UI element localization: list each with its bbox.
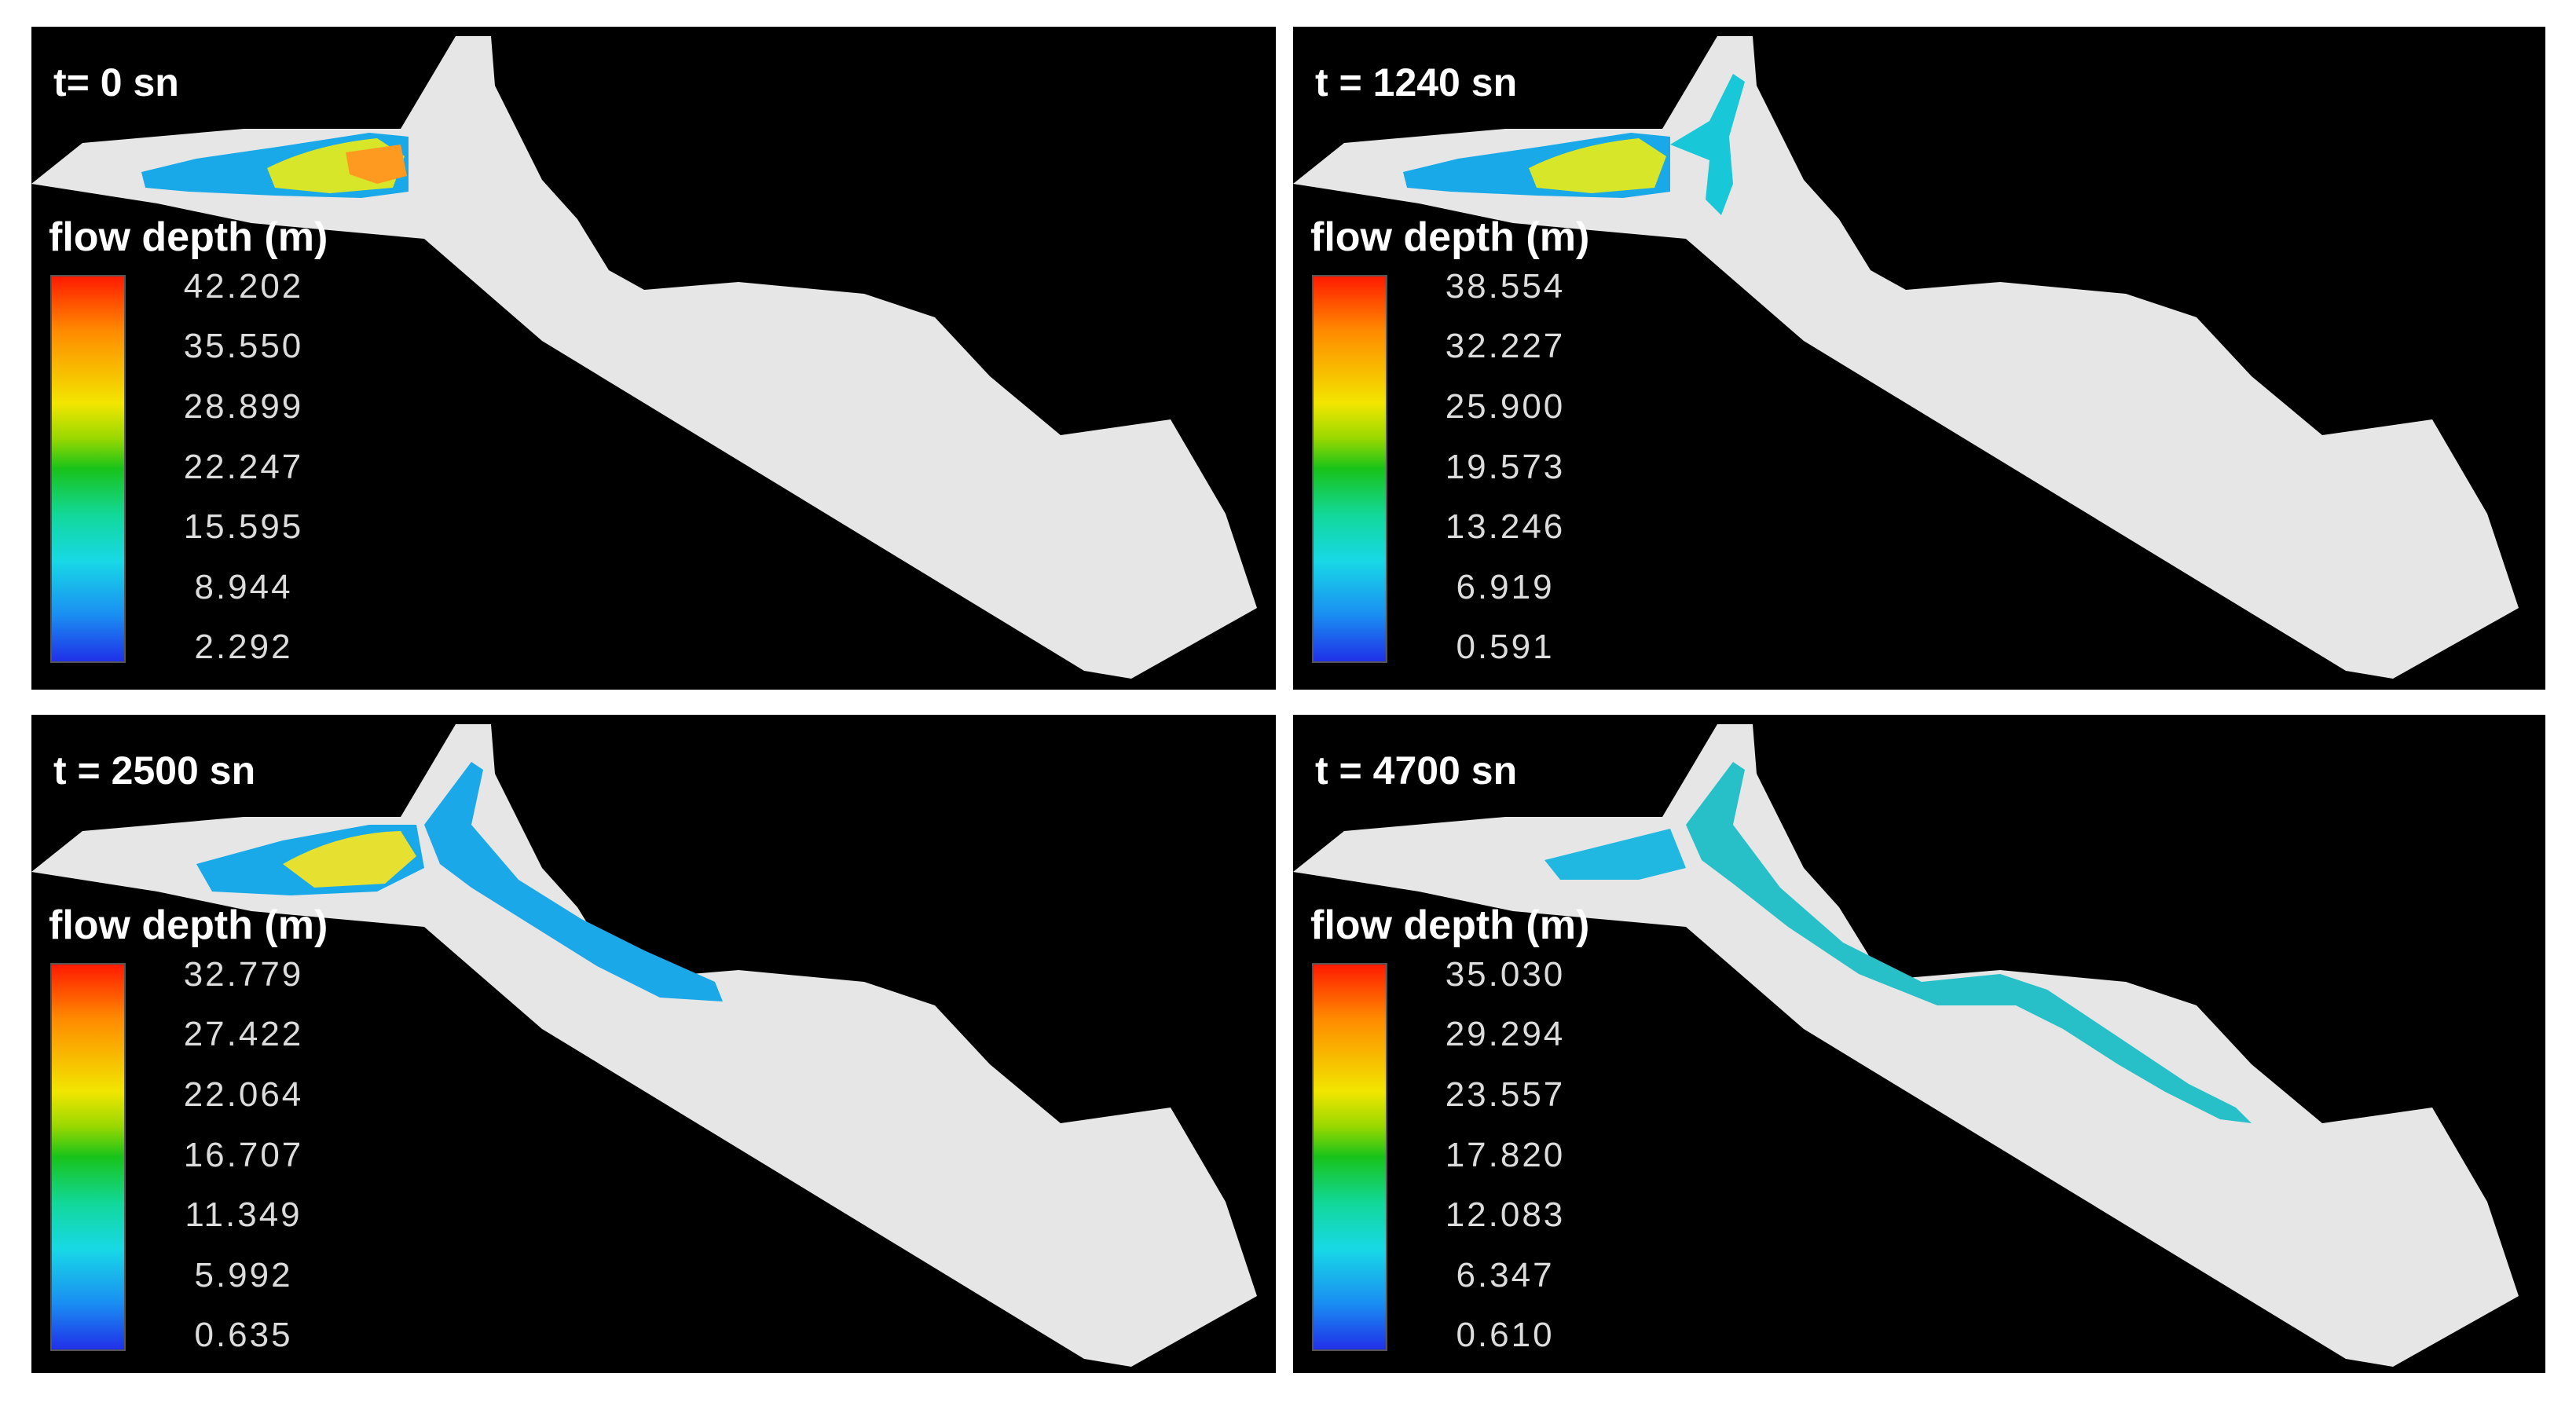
time-label: t = 1240 sn (1315, 60, 1518, 104)
tick-label: 25.900 (1445, 386, 1566, 426)
tick-label: 35.030 (1445, 954, 1566, 994)
flow-channel (1670, 74, 1745, 215)
tick-label: 13.246 (1445, 507, 1566, 547)
tick-label: 32.227 (1445, 327, 1566, 366)
simulation-panel-t2500: t = 2500 sn flow depth (m) 32.779 27.422… (31, 715, 1276, 1373)
tick-label: 8.944 (194, 567, 293, 606)
tick-label: 0.610 (1456, 1316, 1555, 1355)
colorbar-ticks: 35.030 29.294 23.557 17.820 12.083 6.347… (1411, 955, 1599, 1354)
terrain-domain (1293, 724, 2519, 1367)
legend-title: flow depth (m) (1310, 903, 1590, 948)
time-label: t= 0 sn (53, 60, 179, 104)
tick-label: 22.247 (183, 447, 304, 486)
tick-label: 32.779 (183, 954, 304, 994)
tick-label: 6.919 (1456, 567, 1555, 606)
flow-extent (1545, 829, 1686, 880)
tick-label: 19.573 (1445, 447, 1566, 486)
terrain-map (1293, 724, 2519, 1367)
terrain-map (31, 724, 1257, 1367)
simulation-panel-t1240: t = 1240 sn flow depth (m) 38.554 32.227… (1293, 27, 2545, 690)
colorbar-ticks: 38.554 32.227 25.900 19.573 13.246 6.919… (1411, 267, 1599, 666)
flow-deepest-core (346, 145, 407, 184)
legend-title: flow depth (m) (1310, 214, 1590, 260)
simulation-panel-t4700: t = 4700 sn flow depth (m) 35.030 29.294… (1293, 715, 2545, 1373)
tick-label: 38.554 (1445, 266, 1566, 306)
tick-label: 27.422 (183, 1015, 304, 1054)
colorbar (1312, 275, 1387, 663)
tick-label: 42.202 (183, 266, 304, 306)
tick-label: 12.083 (1445, 1195, 1566, 1235)
tick-label: 28.899 (183, 386, 304, 426)
colorbar (50, 963, 126, 1351)
simulation-panel-t0: t= 0 sn flow depth (m) 42.202 35.550 28.… (31, 27, 1276, 690)
colorbar-ticks: 32.779 27.422 22.064 16.707 11.349 5.992… (149, 955, 338, 1354)
time-label: t = 2500 sn (53, 749, 256, 793)
flow-deep-core (1529, 138, 1666, 193)
tick-label: 0.591 (1456, 628, 1555, 667)
flow-channel (424, 762, 723, 1001)
colorbar (50, 275, 126, 663)
tick-label: 15.595 (183, 507, 304, 547)
flow-channel (1686, 762, 2252, 1123)
tick-label: 23.557 (1445, 1075, 1566, 1114)
tick-label: 16.707 (183, 1135, 304, 1174)
tick-label: 35.550 (183, 327, 304, 366)
tick-label: 6.347 (1456, 1255, 1555, 1294)
tick-label: 0.635 (194, 1316, 293, 1355)
tick-label: 2.292 (194, 628, 293, 667)
terrain-map (31, 36, 1257, 679)
tick-label: 11.349 (185, 1195, 302, 1235)
legend-title: flow depth (m) (49, 903, 328, 948)
flow-deep-core (283, 831, 416, 888)
tick-label: 5.992 (194, 1255, 293, 1294)
terrain-map (1293, 36, 2519, 679)
colorbar (1312, 963, 1387, 1351)
time-label: t = 4700 sn (1315, 749, 1518, 793)
colorbar-ticks: 42.202 35.550 28.899 22.247 15.595 8.944… (149, 267, 338, 666)
tick-label: 22.064 (183, 1075, 304, 1114)
tick-label: 17.820 (1445, 1135, 1566, 1174)
legend-title: flow depth (m) (49, 214, 328, 260)
tick-label: 29.294 (1445, 1015, 1566, 1054)
